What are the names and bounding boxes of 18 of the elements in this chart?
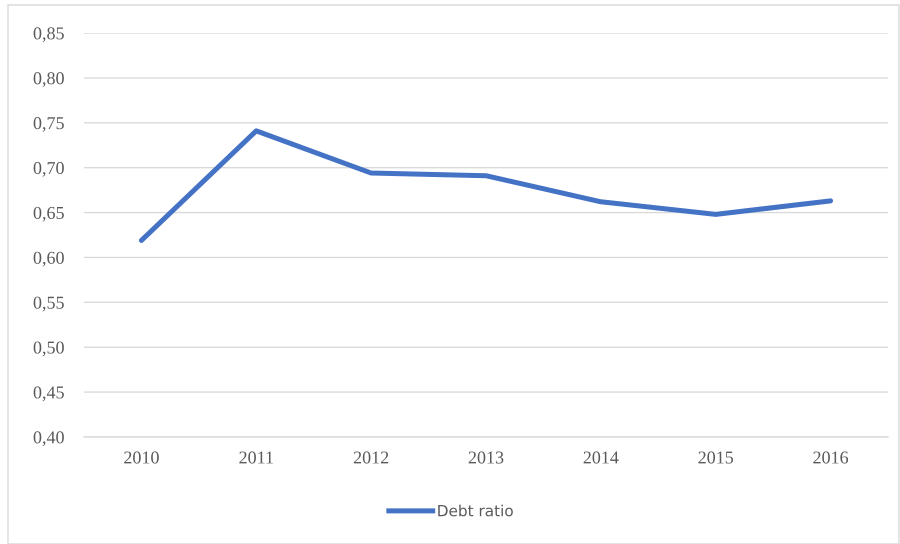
y-tick-label: 0,50 bbox=[34, 341, 64, 356]
x-tick-label: 2015 bbox=[698, 451, 734, 464]
y-tick-label: 0,85 bbox=[34, 27, 64, 42]
x-tick-label: 2014 bbox=[584, 451, 619, 464]
x-tick-label: 2012 bbox=[354, 451, 388, 464]
y-tick-label: 0,55 bbox=[34, 296, 64, 312]
y-tick-label: 0,80 bbox=[34, 72, 64, 87]
y-tick-label: 0,40 bbox=[34, 431, 64, 446]
legend-label: Debt ratio bbox=[438, 504, 513, 516]
x-tick-label: 2016 bbox=[813, 451, 848, 464]
x-tick-label: 2013 bbox=[468, 451, 504, 464]
y-tick-label: 0,60 bbox=[34, 252, 64, 266]
y-tick-label: 0,70 bbox=[34, 162, 64, 177]
y-tick-label: 0,45 bbox=[34, 386, 64, 402]
y-tick-label: 0,65 bbox=[34, 206, 64, 222]
x-tick-label: 2011 bbox=[239, 451, 273, 464]
y-tick-label: 0,75 bbox=[34, 117, 64, 132]
x-tick-label: 2010 bbox=[124, 451, 159, 464]
